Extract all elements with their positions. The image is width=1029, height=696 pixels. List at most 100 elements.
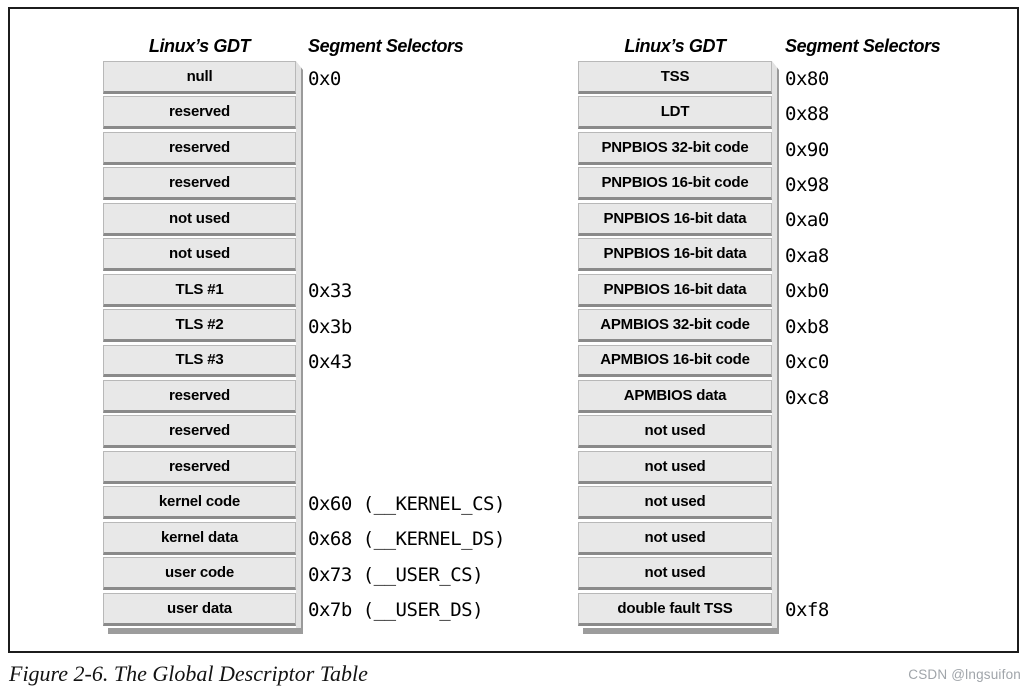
watermark: CSDN @lngsuifon bbox=[908, 667, 1021, 682]
table-row: user code bbox=[103, 557, 296, 592]
gdt-entry-label: not used bbox=[578, 486, 772, 520]
segment-selector-value bbox=[308, 451, 548, 486]
segment-selector-value: 0x3b bbox=[308, 315, 352, 338]
table-row: PNPBIOS 16-bit data bbox=[578, 238, 772, 273]
selectors-column-header-left: Segment Selectors bbox=[308, 36, 464, 56]
segment-selector-value: 0xc8 bbox=[785, 386, 829, 409]
selector-column-right: 0x80 0x88 0x90 0x98 0xa0 0xa8 0xb0 0xb8 0xc0 0xc8… bbox=[785, 61, 1025, 628]
gdt-entry-label: PNPBIOS 16-bit code bbox=[578, 167, 772, 201]
gdt-entry-label: not used bbox=[578, 415, 772, 449]
segment-selector-value bbox=[785, 415, 1025, 450]
segment-selector-value bbox=[308, 203, 548, 238]
table-row: not used bbox=[578, 557, 772, 592]
gdt-entry-label: not used bbox=[103, 202, 296, 236]
table-row: not used bbox=[578, 415, 772, 450]
gdt-entry-label: null bbox=[103, 61, 296, 94]
segment-selector-value bbox=[308, 238, 548, 273]
segment-selector-value bbox=[785, 557, 1025, 592]
gdt-entry-label: kernel data bbox=[103, 521, 296, 555]
gdt-table-right: TSS LDT PNPBIOS 32-bit code PNPBIOS 16-bit … bbox=[578, 61, 779, 634]
segment-selector-value: 0x88 bbox=[785, 103, 829, 126]
table-row: reserved bbox=[103, 96, 296, 131]
table-row: APMBIOS data bbox=[578, 379, 772, 415]
gdt-entry-label: PNPBIOS 16-bit data bbox=[578, 202, 772, 236]
table-row: not used bbox=[578, 450, 772, 486]
table-row: PNPBIOS 16-bit data bbox=[578, 273, 772, 309]
table-row: TSS bbox=[578, 61, 772, 96]
selector-column-left: 0x0 0x33 0x3b 0x43 0x60 (__KERNEL_CS) 0x68 (_… bbox=[308, 61, 548, 628]
segment-selector-value: 0x73 (__USER_CS) bbox=[308, 563, 484, 586]
table-row: null bbox=[103, 61, 296, 96]
gdt-entry-label: kernel code bbox=[103, 486, 296, 520]
table-row: PNPBIOS 32-bit code bbox=[578, 131, 772, 167]
table-row: reserved bbox=[103, 415, 296, 450]
segment-selector-value: 0x60 (__KERNEL_CS) bbox=[308, 492, 505, 515]
segment-selector-value: 0x80 bbox=[785, 67, 829, 90]
table-row: kernel code bbox=[103, 486, 296, 521]
table-shadow-bottom bbox=[108, 628, 303, 634]
segment-selector-value: 0xa0 bbox=[785, 209, 829, 232]
segment-selector-value: 0xb0 bbox=[785, 280, 829, 303]
table-row: reserved bbox=[103, 167, 296, 202]
gdt-entry-label: user code bbox=[103, 557, 296, 591]
table-row: APMBIOS 16-bit code bbox=[578, 344, 772, 380]
gdt-entry-label: user data bbox=[103, 592, 296, 626]
table-row: kernel data bbox=[103, 521, 296, 557]
gdt-entry-label: TLS #1 bbox=[103, 273, 296, 307]
gdt-entry-label: TLS #2 bbox=[103, 309, 296, 342]
table-row: user data bbox=[103, 592, 296, 628]
segment-selector-value bbox=[785, 486, 1025, 521]
segment-selector-value: 0xf8 bbox=[785, 599, 829, 622]
gdt-entry-label: APMBIOS 16-bit code bbox=[578, 344, 772, 378]
gdt-entry-label: APMBIOS data bbox=[578, 379, 772, 413]
table-row: LDT bbox=[578, 96, 772, 131]
table-shadow-side bbox=[772, 61, 779, 634]
segment-selector-value: 0x68 (__KERNEL_DS) bbox=[308, 528, 505, 551]
segment-selector-value bbox=[308, 380, 548, 415]
gdt-entry-label: double fault TSS bbox=[578, 592, 772, 626]
table-shadow-bottom bbox=[583, 628, 779, 634]
table-row: reserved bbox=[103, 379, 296, 415]
gdt-entry-label: PNPBIOS 16-bit data bbox=[578, 238, 772, 272]
segment-selector-value: 0xc0 bbox=[785, 351, 829, 374]
segment-selector-value: 0xa8 bbox=[785, 244, 829, 267]
table-row: TLS #3 bbox=[103, 344, 296, 380]
table-row: not used bbox=[578, 486, 772, 521]
table-row: not used bbox=[103, 202, 296, 238]
gdt-column-header-right: Linux’s GDT bbox=[624, 36, 726, 56]
segment-selector-value bbox=[785, 522, 1025, 557]
figure-caption: Figure 2-6. The Global Descriptor Table bbox=[9, 661, 368, 686]
table-shadow-side bbox=[296, 61, 303, 634]
table-row: APMBIOS 32-bit code bbox=[578, 309, 772, 344]
table-row: TLS #2 bbox=[103, 309, 296, 344]
gdt-entry-label: PNPBIOS 32-bit code bbox=[578, 131, 772, 165]
gdt-entry-label: reserved bbox=[103, 415, 296, 449]
segment-selector-value: 0x90 bbox=[785, 138, 829, 161]
selectors-column-header-right: Segment Selectors bbox=[785, 36, 941, 56]
segment-selector-value: 0x98 bbox=[785, 174, 829, 197]
segment-selector-value bbox=[308, 132, 548, 167]
table-row: PNPBIOS 16-bit code bbox=[578, 167, 772, 202]
segment-selector-value bbox=[308, 415, 548, 450]
table-row: not used bbox=[578, 521, 772, 557]
table-row: not used bbox=[103, 238, 296, 273]
table-row: TLS #1 bbox=[103, 273, 296, 309]
gdt-entry-label: reserved bbox=[103, 379, 296, 413]
gdt-entry-label: reserved bbox=[103, 450, 296, 484]
segment-selector-value bbox=[785, 451, 1025, 486]
table-row: PNPBIOS 16-bit data bbox=[578, 202, 772, 238]
gdt-entry-label: LDT bbox=[578, 96, 772, 130]
gdt-entry-label: not used bbox=[578, 521, 772, 555]
table-row: reserved bbox=[103, 450, 296, 486]
gdt-table-left: null reserved reserved reserved not used not … bbox=[103, 61, 303, 634]
gdt-entry-label: TLS #3 bbox=[103, 344, 296, 378]
segment-selector-value: 0x33 bbox=[308, 280, 352, 303]
gdt-entry-label: reserved bbox=[103, 96, 296, 130]
segment-selector-value bbox=[308, 167, 548, 202]
gdt-entry-label: TSS bbox=[578, 61, 772, 94]
gdt-entry-label: not used bbox=[578, 450, 772, 484]
segment-selector-value: 0x43 bbox=[308, 351, 352, 374]
segment-selector-value: 0x0 bbox=[308, 67, 341, 90]
gdt-entry-label: reserved bbox=[103, 131, 296, 165]
